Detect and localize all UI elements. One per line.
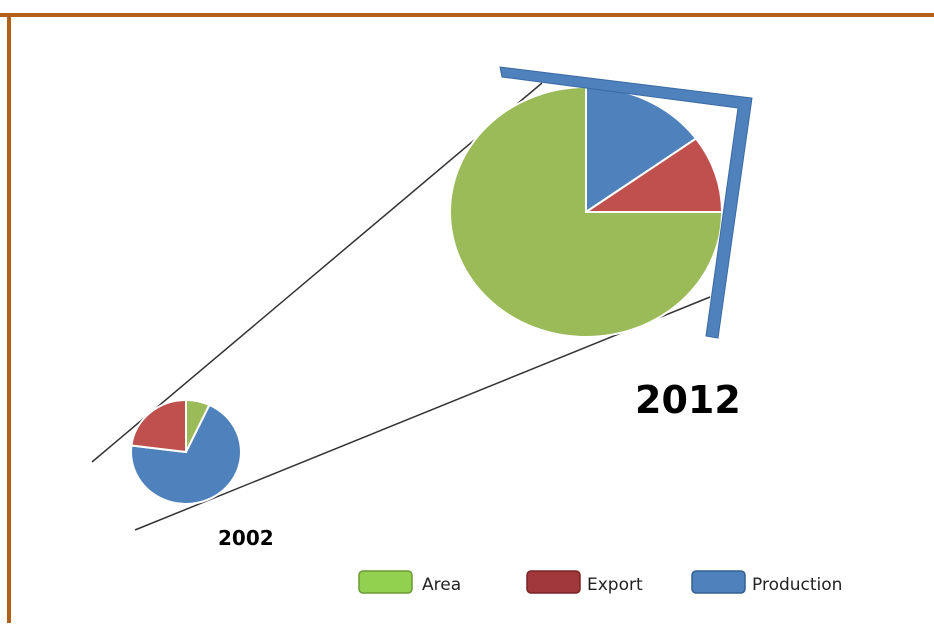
connector-line-top (91, 82, 543, 463)
pie-2002-slice-export (130, 398, 187, 454)
legend-label-production: Production (752, 575, 842, 595)
pie-2002-slice-production (130, 403, 242, 505)
legend-label-area: Area (422, 575, 461, 595)
year-label-2012: 2012 (635, 378, 741, 422)
legend-label-export: Export (587, 575, 643, 595)
pie-2012-slice-export (582, 137, 724, 213)
legend-item-area: Area (358, 570, 461, 595)
legend-swatch-export (526, 570, 581, 594)
legend-swatch-production (691, 570, 746, 594)
legend-swatch-area (358, 570, 413, 594)
legend: Area Export Production (358, 570, 842, 595)
pie-2012-slice-area (449, 85, 724, 338)
year-label-2002: 2002 (218, 526, 274, 550)
legend-item-export: Export (526, 570, 643, 595)
pie-2012 (449, 85, 724, 338)
connector-line-bottom (134, 296, 711, 531)
legend-item-production: Production (691, 570, 842, 595)
pie-2002 (130, 398, 242, 505)
bracket-frame (499, 66, 753, 339)
